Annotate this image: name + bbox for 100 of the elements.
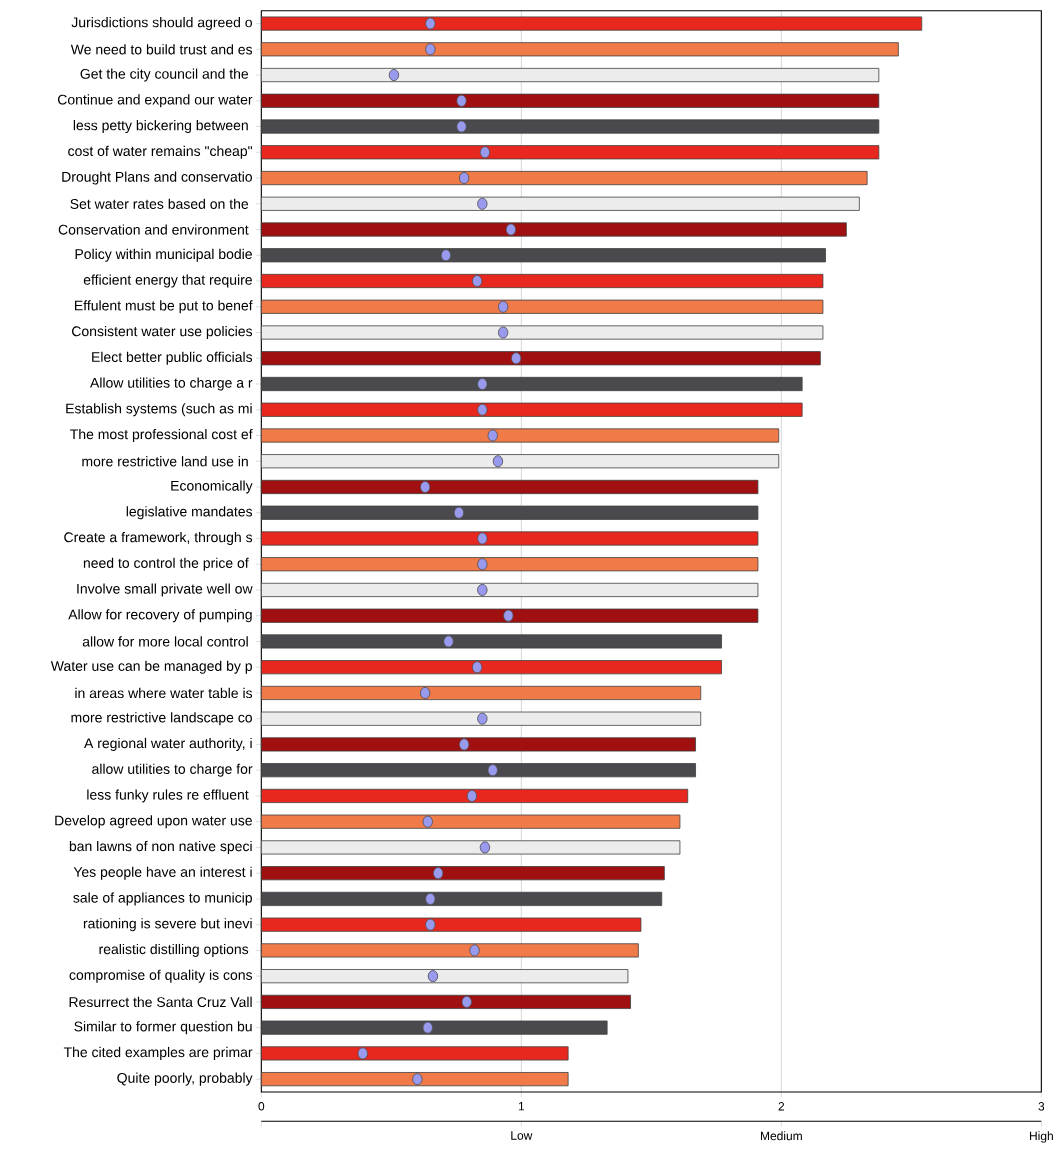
bar — [260, 608, 759, 623]
point — [477, 712, 488, 725]
point — [497, 300, 509, 313]
point — [503, 609, 514, 622]
y-tick-label: cost of water remains "cheap" — [68, 145, 252, 159]
point — [471, 275, 483, 288]
y-tick-label: Continue and expand our water — [57, 94, 253, 108]
bar — [260, 840, 681, 855]
bar — [260, 685, 702, 701]
bar — [260, 660, 722, 675]
point — [419, 686, 431, 699]
point — [469, 944, 480, 957]
bar — [260, 866, 665, 881]
bar — [260, 531, 759, 546]
bar — [260, 634, 722, 649]
y-tick-label: Yes people have an interest i — [73, 866, 252, 880]
point — [432, 867, 444, 880]
bar — [260, 222, 847, 237]
bar — [260, 170, 868, 186]
bar — [260, 67, 880, 83]
point — [422, 1021, 433, 1034]
y-tick-label: Set water rates based on the — [70, 198, 249, 209]
bar — [260, 145, 880, 160]
bar — [260, 119, 880, 134]
bar — [260, 428, 780, 443]
point — [492, 455, 504, 468]
bar — [260, 1020, 608, 1035]
bar — [260, 917, 642, 932]
bar — [260, 737, 696, 752]
y-tick-label: Involve small private well ow — [77, 583, 253, 597]
bar — [260, 582, 759, 598]
point — [461, 995, 472, 1008]
point — [477, 377, 488, 390]
y-tick-label: legislative mandates — [126, 506, 253, 520]
point — [487, 429, 498, 442]
point — [453, 506, 465, 519]
x-tick-label: 1 — [518, 1102, 525, 1111]
y-tick-label: efficient energy that require — [83, 274, 252, 288]
text: High — [1029, 1131, 1053, 1143]
y-tick-label: rationing is severe but inevi — [83, 918, 252, 932]
point — [440, 249, 452, 262]
y-tick-label: Water use can be managed by p — [50, 660, 252, 674]
text: Low — [511, 1131, 533, 1140]
point — [479, 841, 491, 854]
y-tick-label: Conservation and environment — [58, 224, 249, 235]
bar — [260, 994, 631, 1009]
y-tick-label: need to control the price of — [83, 557, 249, 571]
bar — [260, 763, 696, 778]
y-tick-label: in areas where water table is — [75, 687, 253, 699]
y-tick-label: sale of appliances to municip — [73, 892, 252, 906]
point — [479, 146, 491, 159]
point — [477, 197, 488, 210]
point — [425, 892, 436, 905]
point — [477, 532, 488, 545]
point — [357, 1047, 368, 1060]
y-tick-label: Consistent water use policies — [72, 325, 253, 340]
bar — [260, 273, 824, 289]
bar — [260, 402, 803, 417]
point — [505, 223, 517, 236]
bar — [260, 711, 702, 726]
x-tick-label: 0 — [258, 1102, 265, 1111]
bar — [260, 351, 821, 366]
point — [422, 815, 433, 828]
point — [487, 764, 498, 777]
y-tick-label: more restrictive land use in — [82, 456, 248, 467]
y-tick-label: Resurrect the Santa Cruz Vall — [69, 996, 252, 1008]
bar — [260, 943, 639, 958]
point — [388, 69, 400, 82]
y-tick-label: ban lawns of non native speci — [69, 840, 252, 854]
point — [456, 120, 467, 133]
y-tick-label: Effulent must be put to benef — [75, 300, 253, 314]
y-tick-label: Establish systems (such as mi — [66, 403, 252, 417]
y-tick-label: Get the city council and the — [80, 68, 249, 82]
point — [425, 43, 436, 56]
y-tick-label: Jurisdictions should agreed o — [71, 17, 252, 31]
point — [466, 789, 478, 802]
point — [443, 635, 454, 648]
bar — [260, 16, 923, 31]
bar — [260, 299, 824, 314]
bar — [260, 1046, 569, 1061]
y-tick-label: Develop agreed upon water use — [55, 815, 252, 829]
y-tick-label: Elect better public officials — [92, 351, 253, 365]
y-tick-label: allow utilities to charge for — [92, 763, 253, 777]
y-tick-label: allow for more local control — [82, 636, 248, 647]
point — [471, 661, 483, 674]
y-tick-label: We need to build trust and es — [70, 44, 253, 55]
y-tick-label: less petty bickering between — [73, 120, 248, 134]
bar — [260, 454, 780, 469]
y-tick-label: Drought Plans and conservatio — [62, 171, 252, 185]
point — [497, 326, 509, 339]
bar — [260, 196, 860, 211]
x-tick-label: 2 — [778, 1102, 785, 1111]
y-tick-label: Allow utilities to charge a r — [90, 377, 253, 391]
point — [477, 558, 488, 571]
point — [477, 583, 488, 596]
y-tick-label: more restrictive landscape co — [71, 712, 252, 726]
text: Medium — [760, 1131, 802, 1141]
y-tick-label: Economically — [171, 480, 253, 494]
y-tick-label: Policy within municipal bodie — [75, 248, 252, 262]
bar — [260, 788, 689, 803]
